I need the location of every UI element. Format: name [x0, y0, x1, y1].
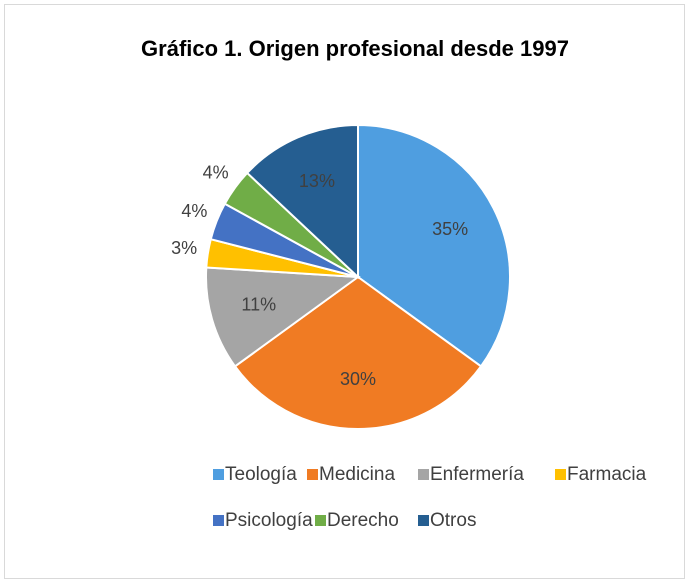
- data-label: 11%: [241, 295, 276, 315]
- legend-swatch: [315, 515, 326, 526]
- legend-label: Enfermería: [430, 464, 524, 485]
- pie-slice: [245, 123, 359, 280]
- legend-swatch: [418, 515, 429, 526]
- data-label: 13%: [299, 171, 335, 191]
- data-label: 4%: [181, 201, 207, 221]
- legend-swatch: [555, 469, 566, 480]
- legend-label: Otros: [430, 510, 476, 531]
- pie-slice: [357, 123, 511, 368]
- data-label: 35%: [432, 219, 468, 239]
- legend-swatch: [307, 469, 318, 480]
- pie-slice: [233, 275, 483, 430]
- legend-label: Medicina: [319, 464, 395, 485]
- data-label: 30%: [340, 369, 376, 389]
- legend-label: Farmacia: [567, 464, 647, 485]
- legend-swatch: [418, 469, 429, 480]
- data-label: 3%: [171, 238, 197, 258]
- legend-swatch: [213, 469, 224, 480]
- pie-slice: [205, 266, 361, 368]
- legend-swatch: [213, 515, 224, 526]
- legend-label: Derecho: [327, 510, 399, 531]
- data-label: 4%: [203, 162, 229, 182]
- legend-label: Psicología: [225, 510, 313, 531]
- legend-label: Teología: [225, 464, 297, 485]
- chart-title: Gráfico 1. Origen profesional desde 1997: [141, 36, 569, 61]
